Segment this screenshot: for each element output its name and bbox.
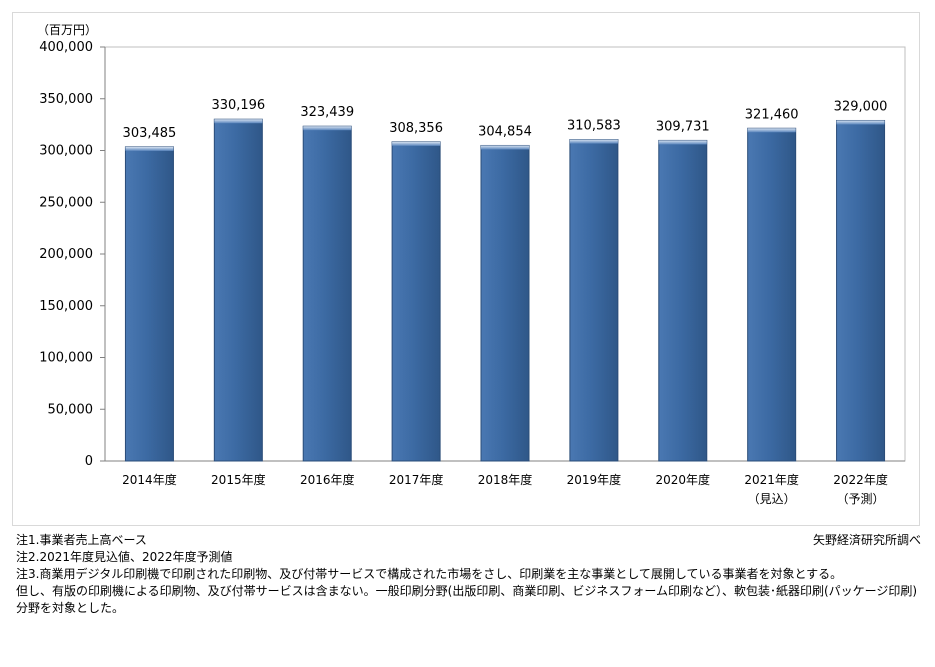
bar: [569, 139, 619, 462]
y-tick-label: 350,000: [39, 92, 93, 107]
bar: [480, 144, 530, 462]
y-tick-label: 200,000: [39, 247, 93, 262]
bar: [836, 119, 886, 462]
bar-top-highlight: [836, 120, 885, 125]
bar: [391, 141, 441, 462]
bar: [213, 118, 263, 462]
x-tick-sublabel: （予測）: [837, 492, 885, 506]
x-tick-label: 2022年度: [833, 472, 888, 487]
notes: 注1.事業者売上高ベース 注2.2021年度見込値、2022年度予測値 注3.商…: [16, 532, 921, 617]
note-3-continued: 但し、有版の印刷機による印刷物、及び付帯サービスは含まない。一般印刷分野(出版印…: [16, 584, 918, 615]
y-tick-label: 250,000: [39, 195, 93, 210]
bar-top-highlight: [569, 139, 618, 144]
x-tick-label: 2019年度: [567, 472, 622, 487]
bar: [302, 125, 352, 462]
note-3: 注3.商業用デジタル印刷機で印刷された印刷物、及び付帯サービスで構成された市場を…: [16, 567, 843, 581]
bar-value-label: 310,583: [567, 119, 621, 134]
x-tick-label: 2015年度: [211, 472, 266, 487]
bar-value-label: 309,731: [656, 119, 710, 134]
y-tick-label: 400,000: [39, 40, 93, 55]
bar-top-highlight: [658, 140, 707, 145]
x-tick-label: 2020年度: [656, 472, 711, 487]
bar-top-highlight: [392, 141, 441, 146]
x-tick-label: 2017年度: [389, 472, 444, 487]
source-credit: 矢野経済研究所調べ: [812, 533, 921, 547]
x-tick-label: 2021年度: [744, 472, 799, 487]
bar-value-label: 304,854: [478, 124, 532, 139]
bar-value-label: 303,485: [123, 126, 177, 141]
bar: [747, 127, 797, 462]
y-tick-label: 50,000: [48, 402, 94, 417]
x-tick-label: 2018年度: [478, 472, 533, 487]
y-tick-label: 0: [85, 454, 93, 469]
bar-value-label: 308,356: [389, 121, 443, 136]
bar-value-label: 323,439: [300, 105, 354, 120]
x-tick-sublabel: （見込）: [748, 492, 796, 506]
x-tick-label: 2016年度: [300, 472, 355, 487]
x-tick-label: 2014年度: [122, 472, 177, 487]
bar-value-label: 321,460: [745, 107, 799, 122]
bar-top-highlight: [125, 146, 174, 151]
y-tick-label: 150,000: [39, 299, 93, 314]
bar: [658, 139, 708, 462]
bar-top-highlight: [214, 119, 263, 124]
y-tick-label: 300,000: [39, 144, 93, 159]
y-tick-label: 100,000: [39, 351, 93, 366]
bar-value-label: 329,000: [834, 99, 888, 114]
bar-value-label: 330,196: [211, 98, 265, 113]
note-2: 注2.2021年度見込値、2022年度予測値: [16, 550, 233, 564]
note-1: 注1.事業者売上高ベース: [16, 533, 147, 547]
bar: [124, 146, 174, 462]
bar-chart: 0 50,000 100,000 150,000 200,000 250,000 300,0…: [39, 40, 906, 506]
bar-top-highlight: [303, 126, 352, 131]
y-axis-unit-label: （百万円）: [37, 23, 98, 37]
bar-top-highlight: [481, 145, 529, 150]
bar-top-highlight: [747, 128, 796, 133]
